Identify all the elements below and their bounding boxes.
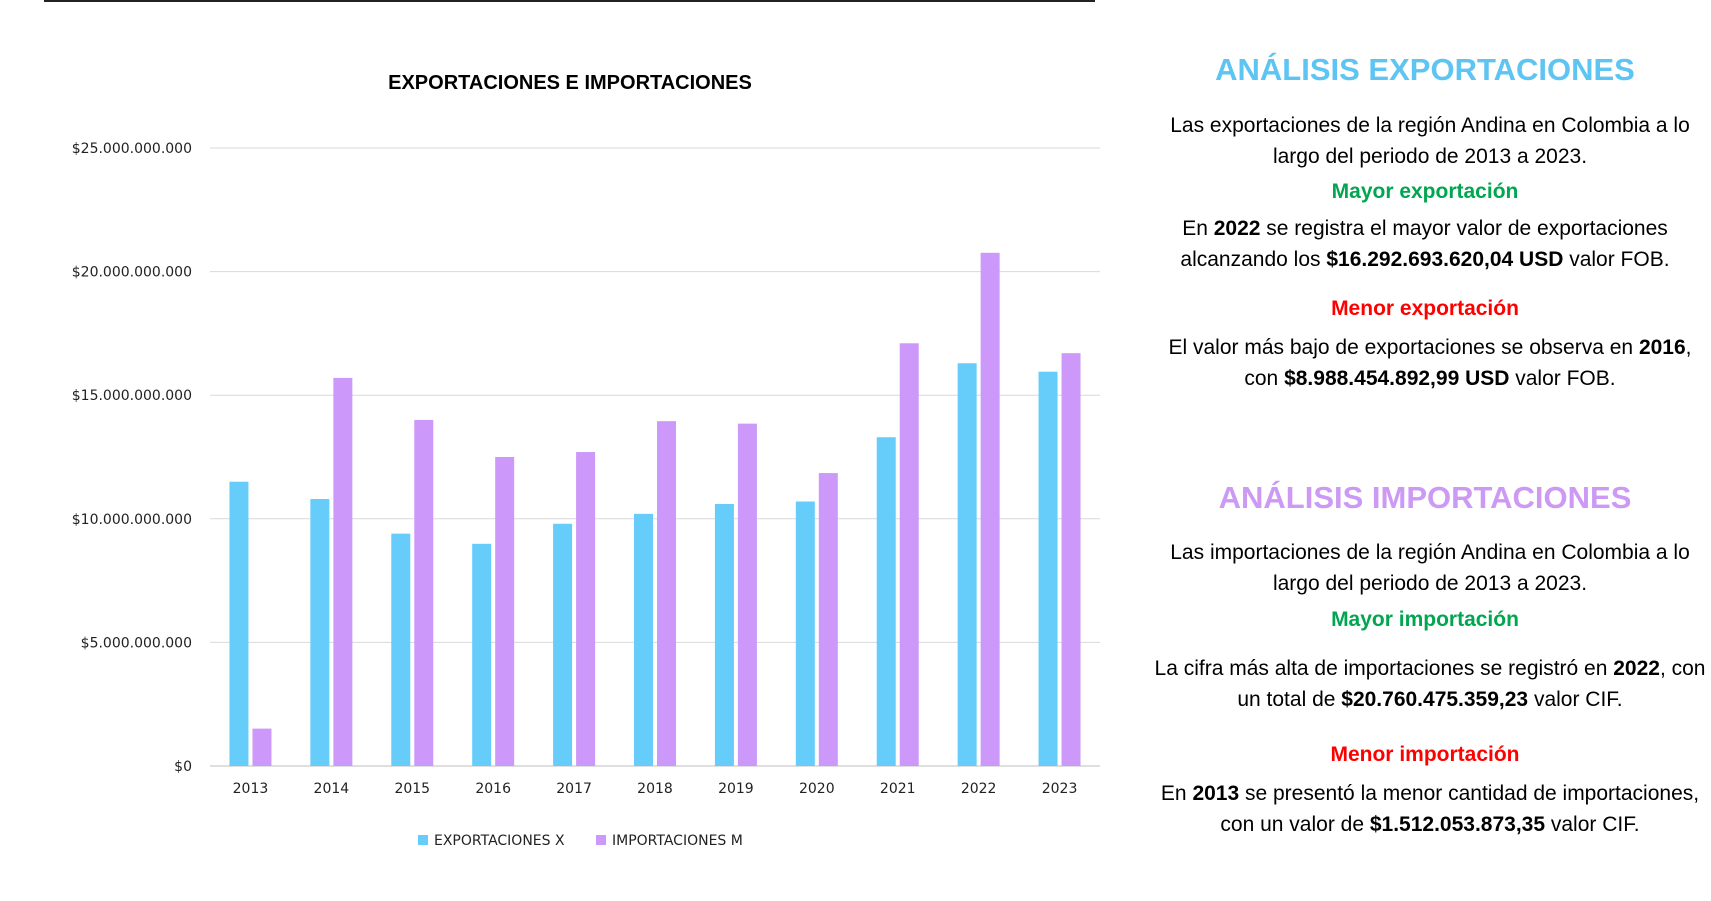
- imports-max-value: $20.760.475.359,23: [1341, 688, 1529, 711]
- imports-max-post: valor CIF.: [1528, 688, 1623, 711]
- bar-imports: [333, 377, 353, 766]
- bar-exports: [472, 543, 492, 766]
- legend-swatch-exports: [418, 835, 428, 845]
- exports-min-text: El valor más bajo de exportaciones se ob…: [1160, 332, 1700, 394]
- x-tick-label: 2022: [961, 781, 997, 797]
- bar-exports: [795, 501, 815, 766]
- x-tick-label: 2019: [718, 781, 754, 797]
- imports-min-mid: se presentó la menor cantidad de importa…: [1220, 782, 1700, 836]
- gridlines: [210, 147, 1100, 767]
- bar-imports: [576, 452, 596, 766]
- x-tick-label: 2021: [880, 781, 916, 797]
- x-tick-label: 2017: [556, 781, 592, 797]
- top-rule: [44, 0, 1095, 2]
- x-tick-label: 2015: [394, 781, 430, 797]
- imports-intro: Las importaciones de la región Andina en…: [1150, 537, 1710, 599]
- bar-chart: EXPORTACIONES E IMPORTACIONES $0 $5.000.0…: [72, 72, 1100, 849]
- exports-analysis-title: ANÁLISIS EXPORTACIONES: [1140, 52, 1710, 88]
- bar-exports: [229, 481, 249, 766]
- bar-exports: [634, 513, 653, 766]
- exports-max-heading: Mayor exportación: [1331, 180, 1519, 203]
- exports-title-text: ANÁLISIS EXPORTACIONES: [1215, 52, 1635, 87]
- imports-intro-text: Las importaciones de la región Andina en…: [1170, 541, 1690, 595]
- y-tick-label: $25.000.000.000: [72, 141, 192, 157]
- imports-min-post: valor CIF.: [1545, 813, 1640, 836]
- x-tick-label: 2013: [233, 781, 269, 797]
- y-tick-label: $20.000.000.000: [72, 265, 192, 281]
- legend: EXPORTACIONES X IMPORTACIONES M: [418, 833, 743, 849]
- exports-intro-text: Las exportaciones de la región Andina en…: [1170, 114, 1690, 168]
- imports-max-text: La cifra más alta de importaciones se re…: [1150, 653, 1710, 715]
- y-tick-label: $10.000.000.000: [72, 512, 192, 528]
- imports-max-mid: , con un total de: [1237, 657, 1706, 711]
- bar-imports: [818, 473, 838, 766]
- exports-min-post: valor FOB.: [1509, 367, 1616, 390]
- bar-imports: [657, 421, 676, 766]
- exports-max-year: 2022: [1213, 217, 1261, 240]
- exports-max-text: En 2022 se registra el mayor valor de ex…: [1140, 213, 1710, 275]
- bar-imports: [899, 343, 919, 766]
- imports-max-pre: La cifra más alta de importaciones se re…: [1154, 657, 1614, 680]
- exports-max-mid: se registra el mayor valor de exportacio…: [1180, 217, 1668, 271]
- bar-imports: [414, 419, 434, 766]
- legend-label-exports: EXPORTACIONES X: [434, 833, 565, 849]
- bar-imports: [252, 728, 272, 766]
- exports-min-heading: Menor exportación: [1331, 297, 1519, 320]
- x-tick-label: 2020: [799, 781, 835, 797]
- x-tick-label: 2023: [1042, 781, 1078, 797]
- imports-analysis-title: ANÁLISIS IMPORTACIONES: [1140, 480, 1710, 516]
- exports-max-pre: En: [1182, 217, 1214, 240]
- exports-min-year: 2016: [1638, 336, 1686, 359]
- imports-min-text: En 2013 se presentó la menor cantidad de…: [1150, 778, 1710, 840]
- legend-swatch-imports: [596, 835, 606, 845]
- bar-exports: [1038, 371, 1058, 766]
- bar-exports: [714, 503, 734, 766]
- imports-max-year: 2022: [1613, 657, 1660, 680]
- exports-min-pre: El valor más bajo de exportaciones se ob…: [1168, 336, 1639, 359]
- y-tick-label: $0: [174, 759, 192, 775]
- exports-max-value: $16.292.693.620,04 USD: [1326, 248, 1564, 271]
- x-tick-label: 2014: [314, 781, 350, 797]
- chart-title: EXPORTACIONES E IMPORTACIONES: [388, 72, 752, 94]
- imports-min-heading: Menor importación: [1330, 743, 1520, 766]
- bar-exports: [310, 499, 330, 766]
- exports-max-post: valor FOB.: [1563, 248, 1670, 271]
- y-axis-ticks: $0 $5.000.000.000 $10.000.000.000 $15.000.0…: [72, 141, 192, 775]
- exports-intro: Las exportaciones de la región Andina en…: [1150, 110, 1710, 172]
- x-axis-ticks: 2013 2014 2015 2016 2017 2018 2019 2020 2021 2022…: [233, 781, 1078, 797]
- bar-imports: [737, 423, 757, 766]
- x-tick-label: 2016: [475, 781, 511, 797]
- imports-min-pre: En: [1160, 782, 1193, 805]
- y-tick-label: $15.000.000.000: [72, 388, 192, 404]
- legend-label-imports: IMPORTACIONES M: [612, 833, 743, 849]
- x-tick-label: 2018: [637, 781, 673, 797]
- y-tick-label: $5.000.000.000: [81, 635, 192, 651]
- bar-imports: [1061, 353, 1081, 766]
- exports-min-value: $8.988.454.892,99 USD: [1284, 367, 1510, 390]
- bar-imports: [495, 457, 515, 766]
- bar-exports: [957, 363, 977, 766]
- exports-min-mid: , con: [1244, 336, 1692, 390]
- bars: [229, 252, 1081, 767]
- imports-min-value: $1.512.053.873,35: [1369, 813, 1546, 836]
- imports-title-text: ANÁLISIS IMPORTACIONES: [1218, 480, 1632, 515]
- bar-exports: [876, 437, 896, 766]
- bar-exports: [553, 523, 573, 766]
- bar-exports: [391, 533, 411, 766]
- bar-imports: [980, 252, 1000, 767]
- imports-max-heading: Mayor importación: [1331, 608, 1519, 631]
- imports-min-year: 2013: [1192, 782, 1240, 805]
